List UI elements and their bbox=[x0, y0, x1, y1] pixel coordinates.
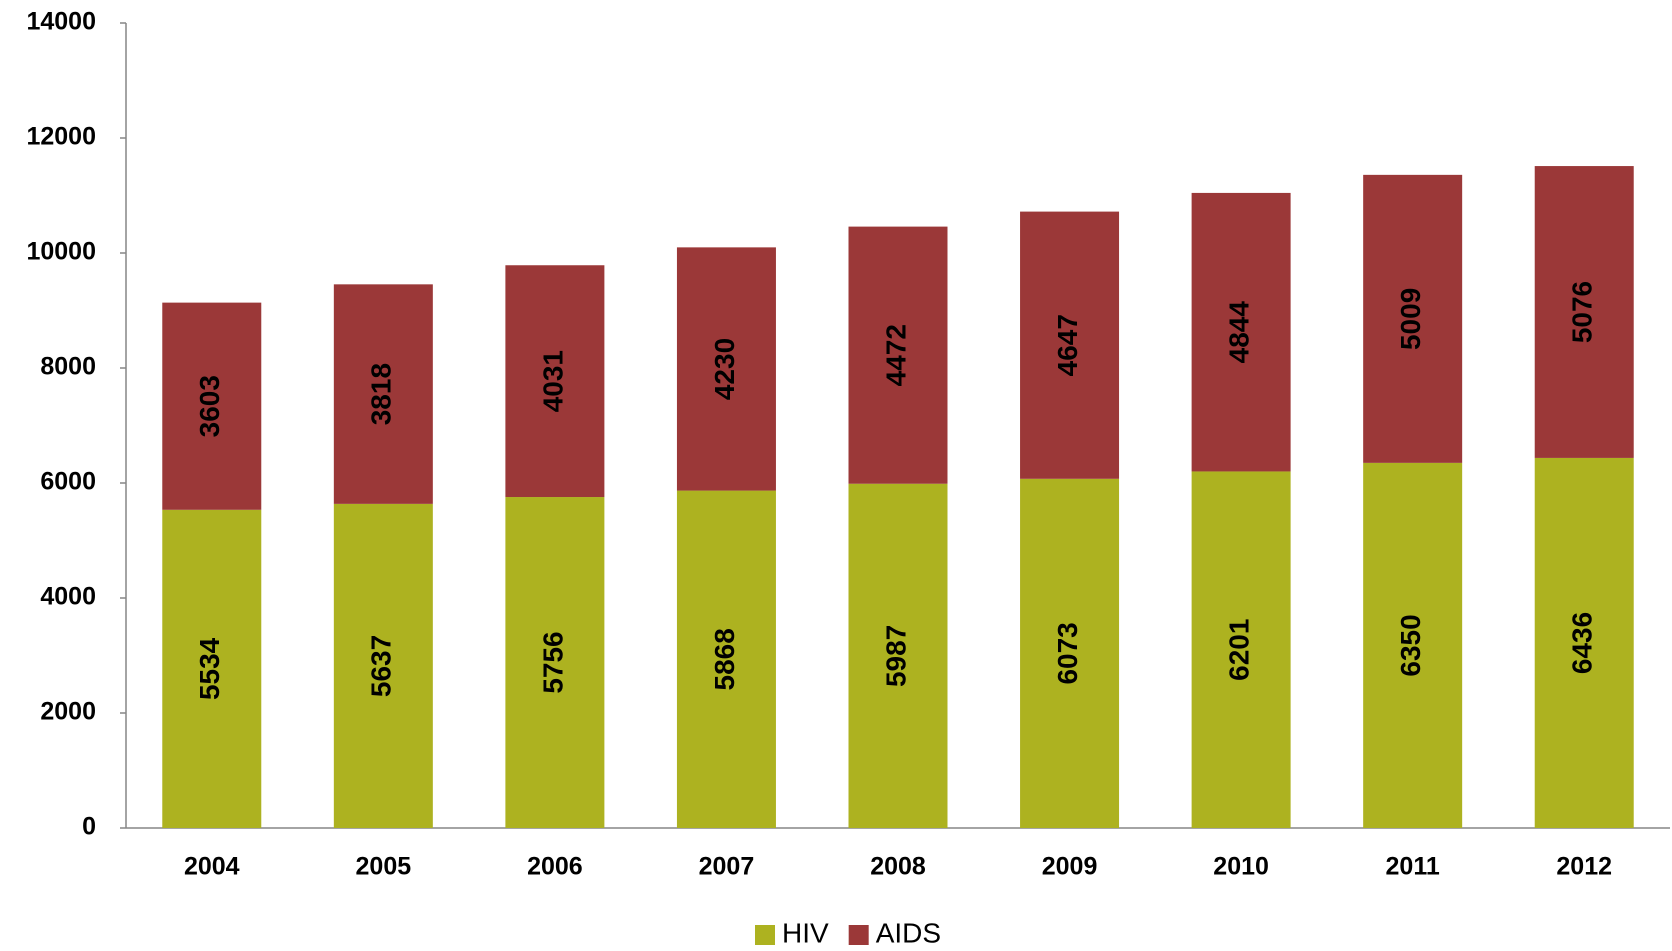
y-tick-label: 12000 bbox=[26, 123, 96, 151]
bar-segment bbox=[1363, 174, 1463, 463]
bar-segment bbox=[1534, 166, 1634, 458]
bar-segment bbox=[1534, 457, 1634, 828]
x-tick-label: 2007 bbox=[699, 853, 755, 881]
y-tick-label: 2000 bbox=[40, 698, 96, 726]
bar-segment bbox=[1020, 478, 1120, 828]
x-tick-label: 2005 bbox=[356, 853, 412, 881]
bar-segment bbox=[1191, 471, 1291, 828]
x-tick-label: 2004 bbox=[184, 853, 240, 881]
data-label: 6436 bbox=[1567, 612, 1598, 674]
bar-segment bbox=[333, 284, 433, 504]
bar-segment bbox=[1191, 192, 1291, 472]
data-label: 6350 bbox=[1395, 614, 1426, 676]
data-label: 4647 bbox=[1052, 314, 1083, 376]
bar-segment bbox=[676, 490, 776, 828]
bar-segment bbox=[848, 483, 948, 828]
data-label: 3603 bbox=[194, 375, 225, 437]
x-tick-label: 2009 bbox=[1042, 853, 1098, 881]
y-tick-label: 0 bbox=[82, 813, 96, 841]
data-label: 5076 bbox=[1567, 281, 1598, 343]
bar-segment bbox=[505, 497, 605, 828]
data-label: 6073 bbox=[1052, 622, 1083, 684]
x-tick-label: 2010 bbox=[1213, 853, 1269, 881]
legend-swatch bbox=[848, 925, 869, 945]
data-label: 5756 bbox=[537, 631, 568, 693]
y-tick-label: 4000 bbox=[40, 583, 96, 611]
bar-segment bbox=[848, 226, 948, 484]
data-label: 4844 bbox=[1224, 301, 1255, 364]
y-tick-label: 6000 bbox=[40, 468, 96, 496]
y-tick-label: 8000 bbox=[40, 353, 96, 381]
y-tick-label: 14000 bbox=[26, 8, 96, 36]
bar-segment bbox=[1020, 211, 1120, 479]
data-label: 4472 bbox=[880, 324, 911, 386]
bar-segment bbox=[1363, 462, 1463, 828]
legend-label: HIV bbox=[782, 917, 829, 948]
bar-segment bbox=[505, 265, 605, 498]
data-label: 4230 bbox=[709, 338, 740, 400]
bar-segment bbox=[162, 509, 262, 828]
bar-segment bbox=[162, 302, 262, 510]
legend-label: AIDS bbox=[876, 917, 941, 948]
data-label: 5637 bbox=[366, 635, 397, 697]
data-label: 4031 bbox=[537, 350, 568, 412]
x-tick-label: 2008 bbox=[870, 853, 926, 881]
data-label: 3818 bbox=[366, 363, 397, 425]
x-tick-label: 2006 bbox=[527, 853, 583, 881]
bar-segment bbox=[676, 247, 776, 491]
data-label: 5987 bbox=[880, 625, 911, 687]
x-tick-label: 2011 bbox=[1386, 853, 1440, 881]
data-label: 5009 bbox=[1395, 288, 1426, 350]
data-label: 5868 bbox=[709, 628, 740, 690]
x-tick-label: 2012 bbox=[1556, 853, 1612, 881]
data-label: 6201 bbox=[1224, 619, 1255, 681]
data-label: 5534 bbox=[194, 637, 225, 700]
legend-swatch bbox=[755, 925, 775, 945]
y-tick-label: 10000 bbox=[26, 238, 96, 266]
bar-segment bbox=[333, 503, 433, 828]
